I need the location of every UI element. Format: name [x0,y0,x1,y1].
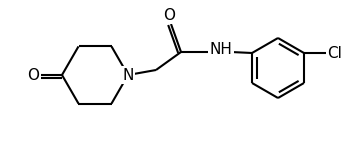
Text: O: O [163,8,175,22]
Text: N: N [122,68,134,82]
Text: NH: NH [209,42,232,57]
Text: O: O [27,68,39,82]
Text: Cl: Cl [328,45,342,60]
